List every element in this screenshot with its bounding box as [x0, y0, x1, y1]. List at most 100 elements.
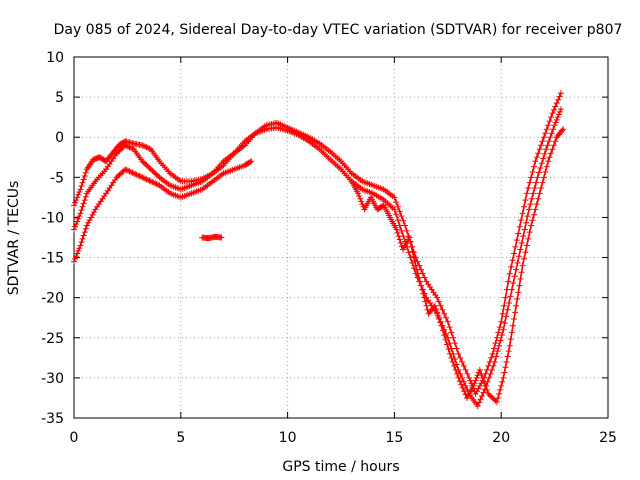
data-point-marker: [77, 242, 84, 249]
data-point-marker: [75, 247, 82, 254]
data-point-marker: [123, 142, 130, 149]
data-point-marker: [525, 235, 532, 242]
data-point-marker: [83, 222, 90, 229]
data-point-marker: [81, 197, 88, 204]
data-point-marker: [552, 119, 559, 126]
data-point-marker: [442, 336, 449, 343]
data-point-marker: [113, 150, 120, 157]
data-point-marker: [512, 309, 519, 316]
y-tick-label: -15: [41, 251, 64, 267]
data-point-marker: [526, 229, 533, 236]
data-point-marker: [393, 226, 400, 233]
data-point-marker: [502, 364, 509, 371]
data-point-marker: [493, 398, 500, 405]
data-point-marker: [493, 353, 500, 360]
x-axis-label: GPS time / hours: [282, 459, 399, 475]
data-point-marker: [479, 374, 486, 381]
data-point-marker: [441, 310, 448, 317]
data-point-marker: [499, 378, 506, 385]
data-point-marker: [448, 345, 455, 352]
data-point-marker: [502, 294, 509, 301]
data-point-marker: [478, 380, 485, 387]
data-point-marker: [545, 158, 552, 165]
data-point-marker: [136, 172, 143, 179]
data-point-marker: [517, 275, 524, 282]
data-point-marker: [466, 374, 473, 381]
data-point-marker: [525, 185, 532, 192]
data-point-marker: [507, 293, 514, 300]
data-point-marker: [446, 350, 453, 357]
data-point-marker: [396, 208, 403, 215]
axis-ticks: [73, 56, 609, 419]
data-point-marker: [394, 203, 401, 210]
data-point-marker: [435, 312, 442, 319]
data-point-marker: [520, 203, 527, 210]
data-point-marker: [140, 159, 147, 166]
data-point-marker: [471, 380, 478, 387]
data-point-marker: [496, 342, 503, 349]
data-point-marker: [153, 181, 160, 188]
y-tick-label: -30: [41, 371, 64, 387]
data-point-marker: [142, 143, 149, 150]
data-point-marker: [153, 171, 160, 178]
data-point-marker: [89, 211, 96, 218]
data-point-marker: [543, 146, 550, 153]
x-tick-label: 10: [279, 430, 297, 446]
data-point-marker: [487, 370, 494, 377]
data-point-marker: [509, 322, 516, 329]
data-point-marker: [536, 190, 543, 197]
data-point-marker: [450, 334, 457, 341]
series-track-a: [71, 90, 565, 397]
data-point-marker: [448, 354, 455, 361]
data-point-marker: [71, 258, 77, 265]
data-point-marker: [76, 189, 83, 196]
data-point-marker: [409, 248, 416, 255]
data-point-marker: [509, 257, 516, 264]
data-point-marker: [71, 202, 77, 209]
data-point-marker: [555, 96, 562, 103]
data-point-marker: [457, 354, 464, 361]
data-point-marker: [82, 225, 89, 232]
data-point-marker: [472, 377, 479, 384]
data-point-marker: [356, 193, 363, 200]
data-point-marker: [493, 334, 500, 341]
data-point-marker: [549, 110, 556, 117]
data-point-marker: [558, 90, 565, 97]
data-point-marker: [143, 144, 150, 151]
data-point-marker: [438, 322, 445, 329]
data-point-marker: [534, 174, 541, 181]
data-point-marker: [82, 193, 89, 200]
data-point-marker: [436, 316, 443, 323]
data-point-marker: [72, 223, 79, 230]
y-tick-label: -10: [41, 210, 64, 226]
data-point-marker: [394, 229, 401, 236]
data-point-marker: [75, 191, 82, 198]
data-point-marker: [398, 227, 405, 234]
data-point-marker: [476, 366, 483, 373]
x-tick-label: 0: [70, 430, 79, 446]
data-point-marker: [73, 253, 80, 260]
data-point-marker: [247, 158, 254, 165]
data-point-marker: [454, 370, 461, 377]
data-point-marker: [553, 116, 560, 123]
data-point-marker: [535, 150, 542, 157]
data-point-marker: [540, 155, 547, 162]
data-point-marker: [518, 217, 525, 224]
data-point-marker: [78, 239, 85, 246]
data-point-marker: [548, 150, 555, 157]
data-point-marker: [455, 350, 462, 357]
data-point-marker: [393, 211, 400, 218]
data-point-marker: [544, 142, 551, 149]
data-point-marker: [115, 148, 122, 155]
data-point-marker: [115, 172, 122, 179]
data-point-marker: [145, 177, 152, 184]
data-series: [71, 90, 567, 409]
data-point-marker: [524, 213, 531, 220]
data-point-marker: [481, 378, 488, 385]
data-point-marker: [539, 138, 546, 145]
data-point-marker: [149, 179, 156, 186]
data-point-marker: [536, 146, 543, 153]
data-point-marker: [397, 239, 404, 246]
data-point-marker: [76, 213, 83, 220]
data-point-marker: [146, 177, 153, 184]
